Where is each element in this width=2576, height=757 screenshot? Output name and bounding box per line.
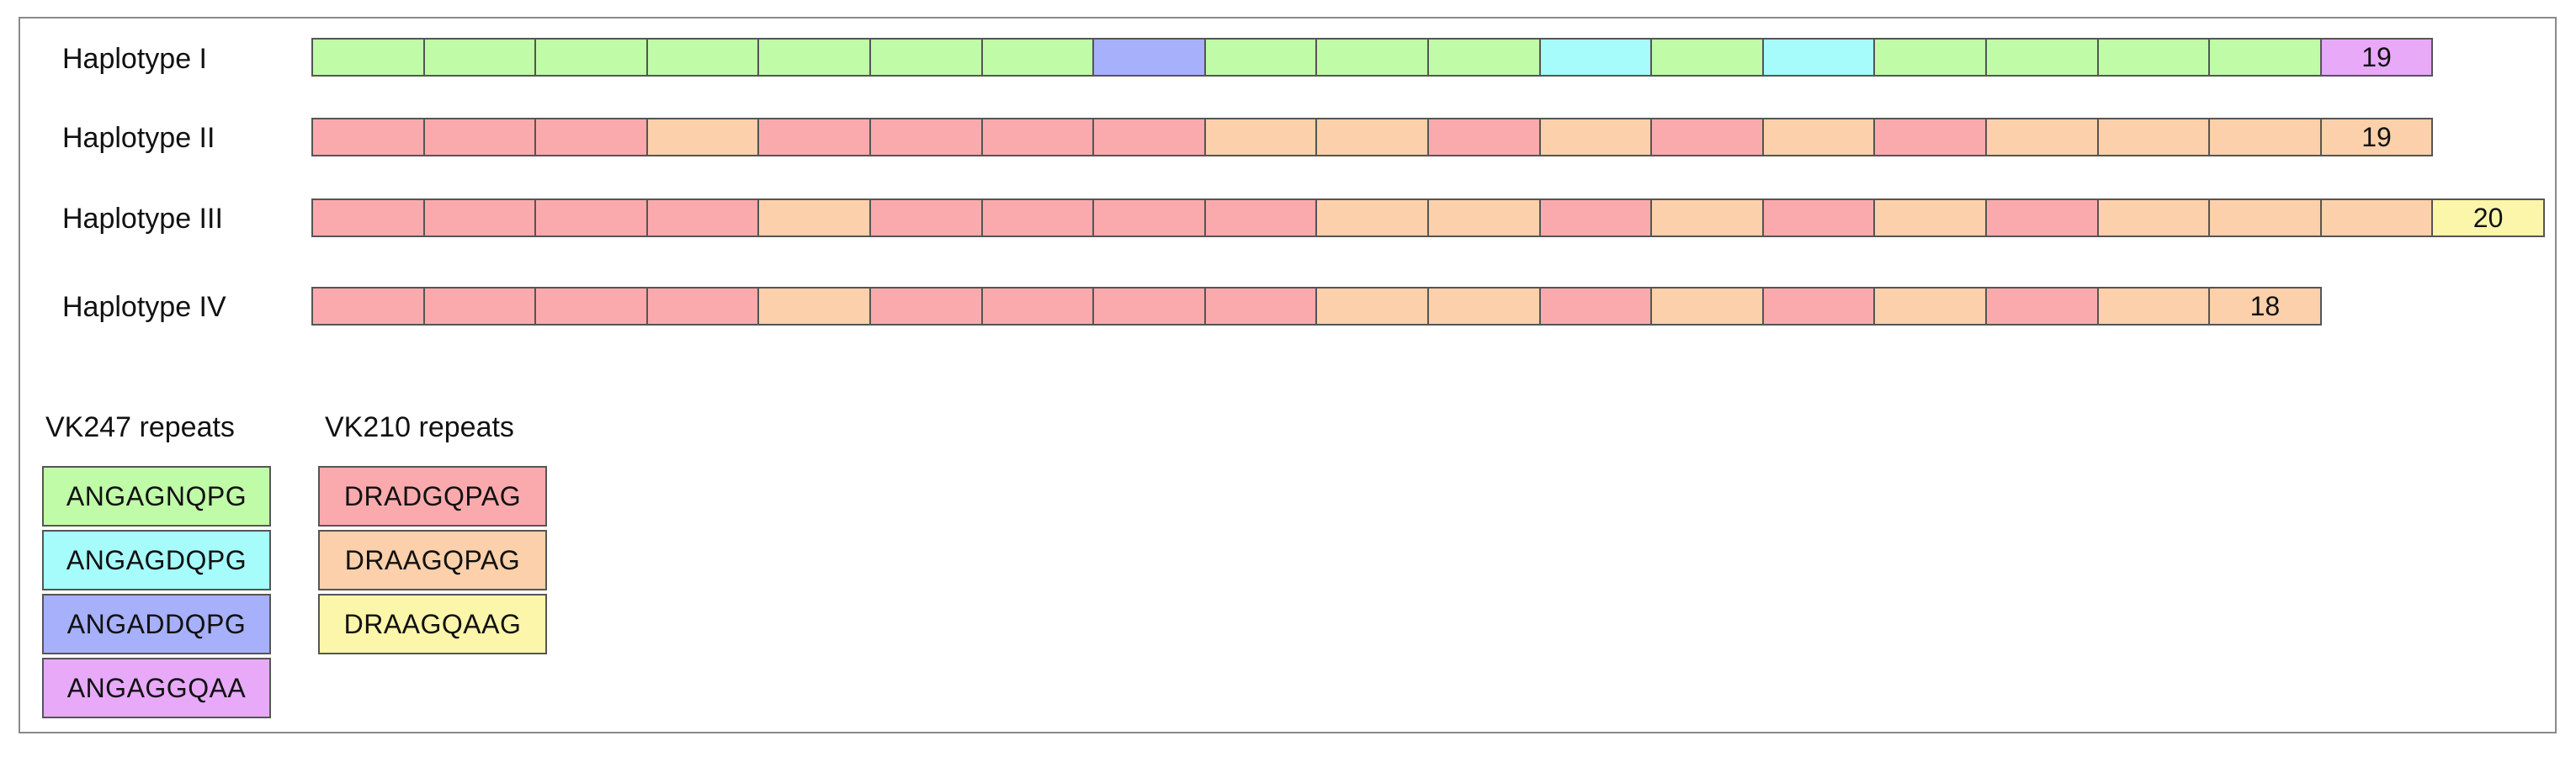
repeat-box	[1873, 287, 1987, 326]
repeat-box	[1092, 38, 1206, 77]
repeat-box	[1761, 118, 1876, 156]
repeat-box	[1315, 118, 1429, 156]
repeat-box	[980, 118, 1095, 156]
haplotype-track-2: 19	[311, 118, 2434, 156]
repeat-box	[422, 199, 537, 237]
legend-item-angaddqpg: ANGADDQPG	[42, 594, 271, 654]
repeat-box	[1203, 287, 1318, 326]
repeat-box	[311, 118, 425, 156]
repeat-box	[1650, 38, 1764, 77]
repeat-count-box: 18	[2208, 287, 2322, 326]
repeat-box	[534, 199, 648, 237]
repeat-box	[757, 38, 871, 77]
legend-title-vk247: VK247 repeats	[45, 411, 235, 443]
repeat-box	[534, 118, 648, 156]
haplotype-track-3: 20	[311, 199, 2545, 237]
repeat-box	[980, 38, 1095, 77]
repeat-box	[311, 287, 425, 326]
repeat-box	[1873, 118, 1987, 156]
repeat-box	[645, 199, 760, 237]
legend-item-angagdqpg: ANGAGDQPG	[42, 530, 271, 590]
repeat-box	[1873, 199, 1987, 237]
legend-vk210: DRADGQPAG DRAAGQPAG DRAAGQAAG	[318, 466, 547, 654]
repeat-box	[1761, 199, 1876, 237]
repeat-box	[645, 38, 760, 77]
repeat-box	[1092, 199, 1206, 237]
repeat-box	[2208, 38, 2322, 77]
repeat-box	[1761, 287, 1876, 326]
repeat-box	[1650, 199, 1764, 237]
repeat-box	[2319, 199, 2434, 237]
legend-title-vk210: VK210 repeats	[325, 411, 514, 443]
repeat-box	[311, 38, 425, 77]
repeat-box	[645, 287, 760, 326]
repeat-count-box: 19	[2319, 38, 2434, 77]
repeat-box	[1315, 199, 1429, 237]
repeat-box	[2096, 199, 2211, 237]
repeat-box	[1984, 287, 2099, 326]
repeat-box	[1203, 118, 1318, 156]
legend-item-angagnqpg: ANGAGNQPG	[42, 466, 271, 527]
repeat-box	[757, 199, 871, 237]
repeat-box	[2096, 38, 2211, 77]
repeat-box	[422, 38, 537, 77]
haplotype-label-1: Haplotype I	[62, 43, 207, 75]
repeat-box	[311, 199, 425, 237]
repeat-box	[1426, 118, 1541, 156]
haplotype-label-4: Haplotype IV	[62, 291, 226, 323]
repeat-box	[1538, 118, 1653, 156]
repeat-box	[1315, 38, 1429, 77]
repeat-box	[1650, 287, 1764, 326]
repeat-box	[1538, 38, 1653, 77]
repeat-box	[980, 199, 1095, 237]
repeat-box	[980, 287, 1095, 326]
repeat-box	[1538, 199, 1653, 237]
haplotype-label-3: Haplotype III	[62, 203, 223, 235]
repeat-box	[757, 118, 871, 156]
repeat-box	[1984, 118, 2099, 156]
legend-item-draagqpag: DRAAGQPAG	[318, 530, 547, 590]
repeat-box	[1984, 38, 2099, 77]
haplotype-track-4: 18	[311, 287, 2322, 326]
repeat-count-box: 20	[2431, 199, 2545, 237]
repeat-box	[2208, 199, 2322, 237]
figure-frame: Haplotype I 19 Haplotype II 19 Haplotype…	[19, 17, 2557, 733]
repeat-box	[1873, 38, 1987, 77]
repeat-box	[1761, 38, 1876, 77]
repeat-box	[1315, 287, 1429, 326]
repeat-box	[1650, 118, 1764, 156]
legend-item-dradgqpag: DRADGQPAG	[318, 466, 547, 527]
repeat-box	[1426, 38, 1541, 77]
repeat-box	[1538, 287, 1653, 326]
repeat-box	[1426, 287, 1541, 326]
repeat-box	[1984, 199, 2099, 237]
legend-item-angaggqaa: ANGAGGQAA	[42, 658, 271, 718]
repeat-box	[422, 118, 537, 156]
repeat-box	[2096, 287, 2211, 326]
repeat-box	[1092, 287, 1206, 326]
repeat-box	[757, 287, 871, 326]
repeat-box	[2208, 118, 2322, 156]
repeat-box	[868, 199, 983, 237]
repeat-box	[868, 38, 983, 77]
repeat-box	[422, 287, 537, 326]
repeat-box	[1426, 199, 1541, 237]
legend-vk247: ANGAGNQPG ANGAGDQPG ANGADDQPG ANGAGGQAA	[42, 466, 271, 718]
repeat-count-box: 19	[2319, 118, 2434, 156]
repeat-box	[868, 118, 983, 156]
repeat-box	[1203, 199, 1318, 237]
repeat-box	[1203, 38, 1318, 77]
repeat-box	[2096, 118, 2211, 156]
haplotype-track-1: 19	[311, 38, 2434, 77]
repeat-box	[1092, 118, 1206, 156]
repeat-box	[645, 118, 760, 156]
haplotype-label-2: Haplotype II	[62, 122, 215, 154]
repeat-box	[534, 287, 648, 326]
repeat-box	[534, 38, 648, 77]
repeat-box	[868, 287, 983, 326]
legend-item-draagqaag: DRAAGQAAG	[318, 594, 547, 654]
